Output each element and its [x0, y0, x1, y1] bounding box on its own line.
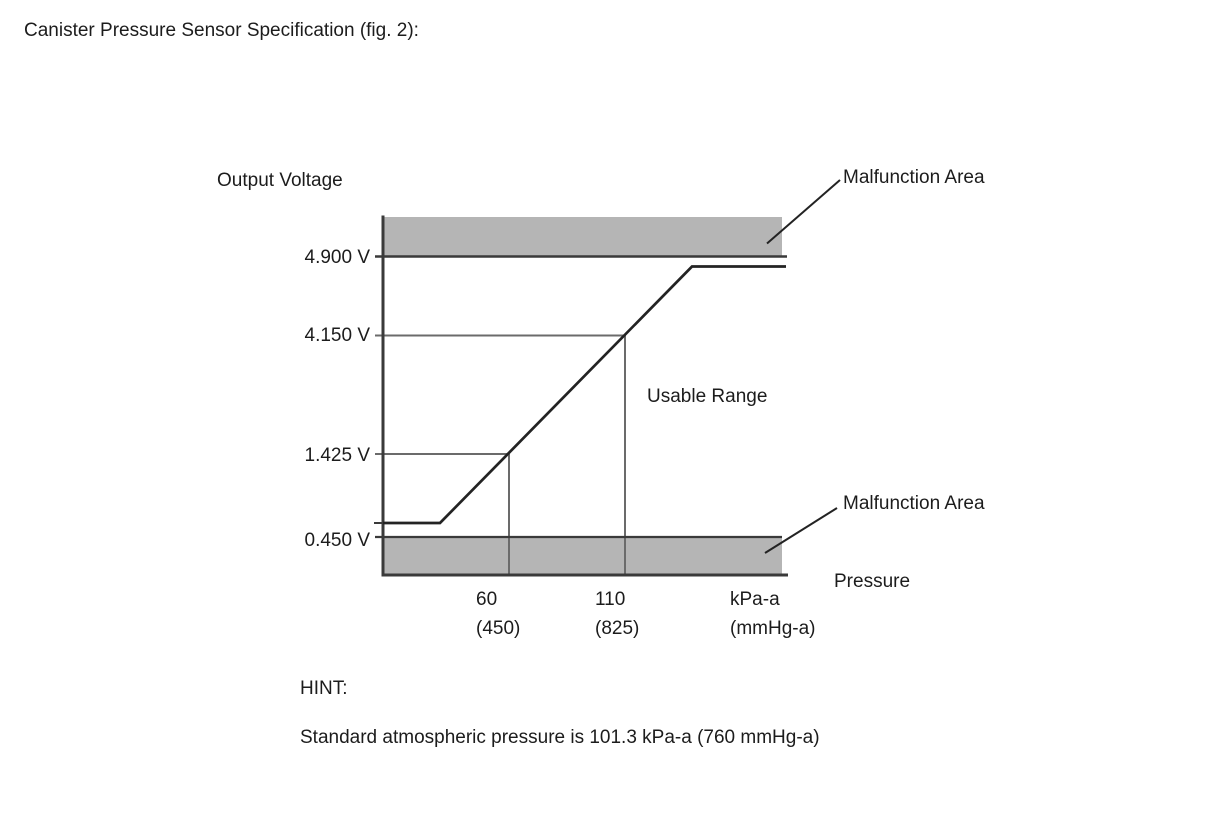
page-title: Canister Pressure Sensor Specification (…	[24, 20, 419, 41]
y-tick-1425: 1.425 V	[304, 445, 371, 466]
x-tick-60: 60 (450)	[476, 585, 520, 643]
x-unit-kpa: kPa-a	[730, 589, 780, 610]
y-tick-0450: 0.450 V	[304, 530, 371, 551]
reference-lines	[375, 334, 626, 575]
malfunction-band-bottom	[383, 537, 782, 575]
x-tick-60-mmhg: (450)	[476, 618, 521, 639]
x-tick-110-mmhg: (825)	[595, 618, 640, 639]
sensor-output-curve	[383, 265, 786, 525]
y-tick-4900: 4.900 V	[304, 247, 371, 268]
x-tick-110: 110 (825)	[595, 585, 639, 643]
hint-text: Standard atmospheric pressure is 101.3 k…	[300, 727, 820, 748]
x-unit-mmhg: (mmHg-a)	[730, 618, 816, 639]
y-axis-title: Output Voltage	[217, 170, 343, 191]
y-tick-4150: 4.150 V	[304, 325, 371, 346]
x-axis-title: Pressure	[834, 571, 911, 592]
x-tick-110-kpa: 110	[595, 589, 626, 610]
x-tick-60-kpa: 60	[476, 589, 498, 610]
malfunction-area-label-bottom: Malfunction Area	[843, 493, 985, 514]
hint-label: HINT:	[300, 678, 348, 699]
malfunction-band-top	[383, 217, 782, 256]
leader-line-malfunction-top	[766, 179, 841, 245]
leader-line-malfunction-bottom	[764, 507, 838, 554]
malfunction-area-label-top: Malfunction Area	[843, 167, 985, 188]
x-axis-units: kPa-a (mmHg-a)	[730, 585, 816, 643]
usable-range-label: Usable Range	[647, 386, 768, 407]
